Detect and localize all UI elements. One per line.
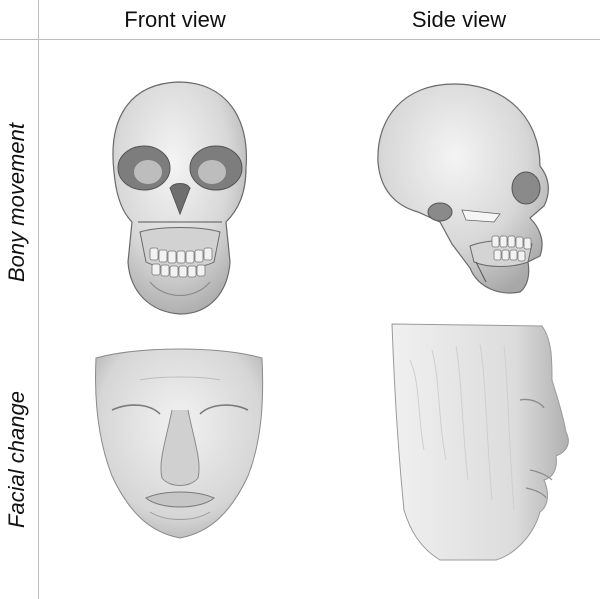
skull-side-model	[377, 83, 549, 294]
column-header-side: Side view	[411, 7, 507, 32]
face-front-model	[95, 348, 264, 539]
column-header-front: Front view	[124, 7, 226, 32]
grid-vertical-divider	[38, 0, 39, 599]
skull-front-model	[112, 81, 248, 315]
grid-horizontal-divider	[0, 39, 600, 40]
face-side-model	[391, 323, 569, 561]
